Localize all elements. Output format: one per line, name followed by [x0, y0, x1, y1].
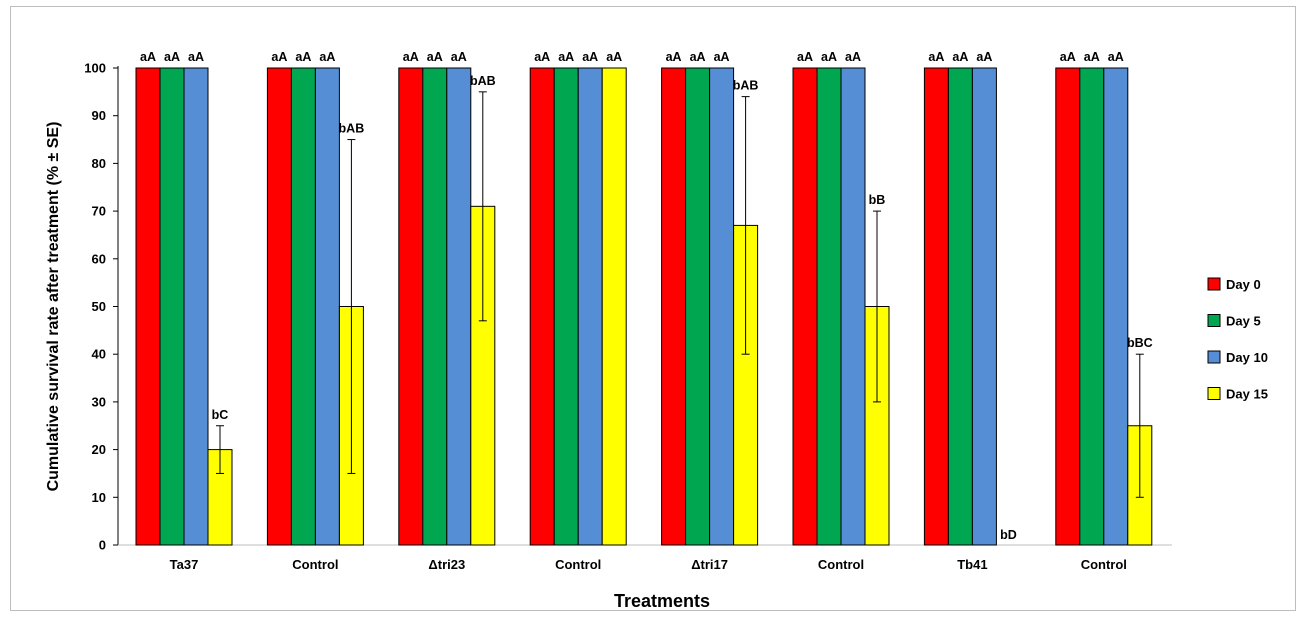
y-tick-label: 100 — [84, 61, 106, 76]
significance-label: aA — [666, 50, 682, 64]
bar — [422, 67, 448, 546]
bar — [159, 67, 185, 546]
y-tick-label: 30 — [92, 394, 106, 409]
bar — [553, 67, 579, 546]
legend-label: Day 5 — [1226, 314, 1261, 329]
bar — [183, 67, 209, 546]
bar — [398, 67, 424, 546]
legend-label: Day 10 — [1226, 350, 1268, 365]
significance-label: bC — [212, 408, 229, 422]
significance-label: bAB — [339, 122, 365, 136]
significance-label: aA — [188, 50, 204, 64]
bar — [792, 67, 818, 546]
significance-label: aA — [976, 50, 992, 64]
bar — [577, 67, 603, 546]
bar — [1055, 67, 1081, 546]
significance-label: aA — [928, 50, 944, 64]
bar — [290, 67, 316, 546]
category-label: Control — [555, 557, 601, 572]
significance-label: bAB — [470, 74, 496, 88]
significance-label: aA — [295, 50, 311, 64]
bar — [971, 67, 997, 546]
significance-label: aA — [606, 50, 622, 64]
bar — [840, 67, 866, 546]
category-label: Control — [292, 557, 338, 572]
legend-swatch — [1207, 350, 1221, 364]
y-axis-title: Cumulative survival rate after treatment… — [45, 122, 62, 492]
bar — [685, 67, 711, 546]
bar — [601, 67, 627, 546]
significance-label: aA — [164, 50, 180, 64]
category-label: Δtri17 — [691, 557, 728, 572]
significance-label: aA — [534, 50, 550, 64]
category-label: Ta37 — [170, 557, 199, 572]
significance-label: aA — [714, 50, 730, 64]
legend-swatch — [1207, 314, 1221, 327]
significance-label: aA — [821, 50, 837, 64]
significance-label: bAB — [733, 79, 759, 93]
significance-label: aA — [140, 50, 156, 64]
y-tick-label: 40 — [92, 347, 106, 362]
y-tick-label: 60 — [92, 251, 106, 266]
bar — [947, 67, 973, 546]
legend-swatch — [1207, 387, 1221, 400]
significance-label: aA — [271, 50, 287, 64]
bar — [529, 67, 555, 546]
significance-label: aA — [952, 50, 968, 64]
significance-label: aA — [690, 50, 706, 64]
significance-label: bB — [869, 193, 886, 207]
significance-label: aA — [427, 50, 443, 64]
y-tick-label: 0 — [99, 538, 106, 553]
bar — [1079, 67, 1105, 546]
bar — [314, 67, 340, 546]
y-tick-label: 80 — [92, 156, 106, 171]
significance-label: aA — [1108, 50, 1124, 64]
x-axis-title: Treatments — [614, 591, 710, 611]
significance-label: aA — [1084, 50, 1100, 64]
category-label: Tb41 — [957, 557, 987, 572]
bar — [266, 67, 292, 546]
category-label: Control — [1081, 557, 1127, 572]
significance-label: aA — [845, 50, 861, 64]
significance-label: bD — [1000, 528, 1017, 542]
y-tick-label: 20 — [92, 442, 106, 457]
significance-label: aA — [451, 50, 467, 64]
legend-label: Day 0 — [1226, 277, 1261, 292]
bar — [923, 67, 949, 546]
category-label: Control — [818, 557, 864, 572]
significance-label: aA — [582, 50, 598, 64]
legend-label: Day 15 — [1226, 387, 1268, 402]
bar — [709, 67, 735, 546]
y-tick-label: 10 — [92, 490, 106, 505]
bar — [135, 67, 161, 546]
bar — [207, 449, 233, 546]
bar — [446, 67, 472, 546]
significance-label: aA — [797, 50, 813, 64]
y-tick-label: 50 — [92, 299, 106, 314]
bar — [1103, 67, 1129, 546]
bar — [816, 67, 842, 546]
significance-label: aA — [1060, 50, 1076, 64]
legend-swatch — [1207, 277, 1221, 291]
significance-label: aA — [558, 50, 574, 64]
significance-label: aA — [403, 50, 419, 64]
significance-label: aA — [319, 50, 335, 64]
y-tick-label: 70 — [92, 204, 106, 219]
significance-label: bBC — [1127, 336, 1153, 350]
y-tick-label: 90 — [92, 108, 106, 123]
category-label: Δtri23 — [428, 557, 465, 572]
bar — [661, 67, 687, 546]
